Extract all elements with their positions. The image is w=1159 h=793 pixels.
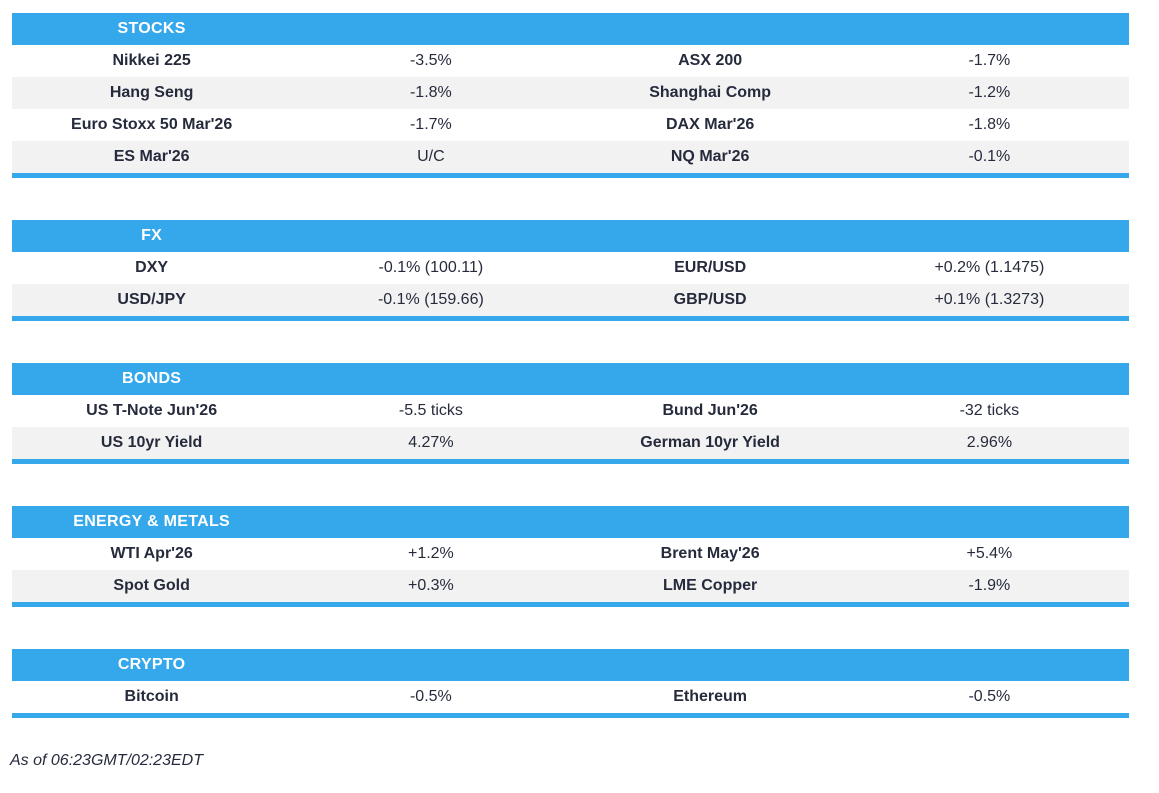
market-section: BONDS US T-Note Jun'26 -5.5 ticks Bund J…	[12, 363, 1129, 464]
table-row: Nikkei 225 -3.5% ASX 200 -1.7%	[12, 45, 1129, 77]
instrument-change: +1.2%	[407, 545, 454, 562]
instrument-name: LME Copper	[663, 577, 758, 594]
table-row: Bitcoin -0.5% Ethereum -0.5%	[12, 681, 1129, 713]
table-row: US 10yr Yield 4.27% German 10yr Yield 2.…	[12, 427, 1129, 459]
instrument-change: -0.1% (159.66)	[377, 291, 484, 308]
table-row: Hang Seng -1.8% Shanghai Comp -1.2%	[12, 77, 1129, 109]
instrument-name: Brent May'26	[660, 545, 760, 562]
section-title: BONDS	[121, 370, 182, 387]
instrument-change: -0.1%	[968, 148, 1011, 165]
instrument-change: -3.5%	[409, 52, 452, 69]
instrument-change: 2.96%	[966, 434, 1013, 451]
market-section: FX DXY -0.1% (100.11) EUR/USD +0.2% (1.1…	[12, 220, 1129, 321]
section-header: CRYPTO	[12, 649, 1129, 681]
instrument-change: -0.5%	[409, 688, 452, 705]
instrument-name: NQ Mar'26	[670, 148, 750, 165]
instrument-name: Euro Stoxx 50 Mar'26	[71, 116, 233, 133]
section-title: ENERGY & METALS	[73, 513, 231, 530]
market-section: STOCKS Nikkei 225 -3.5% ASX 200 -1.7% Ha…	[12, 13, 1129, 178]
table-row: Euro Stoxx 50 Mar'26 -1.7% DAX Mar'26 -1…	[12, 109, 1129, 141]
section-rows: WTI Apr'26 +1.2% Brent May'26 +5.4% Spot…	[12, 538, 1129, 602]
as-of-timestamp: As of 06:23GMT/02:23EDT	[10, 752, 203, 769]
section-rows: Bitcoin -0.5% Ethereum -0.5%	[12, 681, 1129, 713]
instrument-change: -32 ticks	[959, 402, 1020, 419]
instrument-name: WTI Apr'26	[110, 545, 193, 562]
instrument-change: +0.2% (1.1475)	[934, 259, 1045, 276]
section-rows: Nikkei 225 -3.5% ASX 200 -1.7% Hang Seng…	[12, 45, 1129, 173]
instrument-change: -0.1% (100.11)	[378, 259, 484, 276]
instrument-change: -1.7%	[968, 52, 1011, 69]
table-row: US T-Note Jun'26 -5.5 ticks Bund Jun'26 …	[12, 395, 1129, 427]
instrument-name: DAX Mar'26	[665, 116, 755, 133]
instrument-change: 4.27%	[408, 434, 454, 451]
section-rows: US T-Note Jun'26 -5.5 ticks Bund Jun'26 …	[12, 395, 1129, 459]
table-row: USD/JPY -0.1% (159.66) GBP/USD +0.1% (1.…	[12, 284, 1129, 316]
section-bottom-rule	[12, 316, 1129, 321]
section-header: STOCKS	[12, 13, 1129, 45]
instrument-name: US T-Note Jun'26	[86, 402, 218, 419]
market-section: ENERGY & METALS WTI Apr'26 +1.2% Brent M…	[12, 506, 1129, 607]
table-row: DXY -0.1% (100.11) EUR/USD +0.2% (1.1475…	[12, 252, 1129, 284]
market-section: CRYPTO Bitcoin -0.5% Ethereum -0.5%	[12, 649, 1129, 718]
instrument-change: -1.7%	[409, 116, 452, 133]
section-bottom-rule	[12, 713, 1129, 718]
section-header: BONDS	[12, 363, 1129, 395]
instrument-name: Spot Gold	[113, 577, 190, 594]
instrument-name: Bund Jun'26	[662, 402, 758, 419]
section-title: CRYPTO	[117, 656, 186, 673]
instrument-name: Bitcoin	[124, 688, 179, 705]
section-bottom-rule	[12, 602, 1129, 607]
instrument-name: Hang Seng	[109, 84, 194, 101]
instrument-name: German 10yr Yield	[640, 434, 780, 451]
instrument-name: EUR/USD	[674, 259, 747, 276]
section-rows: DXY -0.1% (100.11) EUR/USD +0.2% (1.1475…	[12, 252, 1129, 316]
section-header: ENERGY & METALS	[12, 506, 1129, 538]
instrument-change: -0.5%	[968, 688, 1011, 705]
instrument-name: Shanghai Comp	[649, 84, 772, 101]
instrument-name: DXY	[135, 259, 169, 276]
instrument-change: -1.8%	[409, 84, 452, 101]
instrument-change: +0.3%	[407, 577, 454, 594]
section-bottom-rule	[12, 459, 1129, 464]
markets-table: STOCKS Nikkei 225 -3.5% ASX 200 -1.7% Ha…	[12, 13, 1129, 718]
table-row: ES Mar'26 U/C NQ Mar'26 -0.1%	[12, 141, 1129, 173]
instrument-name: Nikkei 225	[112, 52, 191, 69]
section-bottom-rule	[12, 173, 1129, 178]
table-row: WTI Apr'26 +1.2% Brent May'26 +5.4%	[12, 538, 1129, 570]
instrument-name: ASX 200	[678, 52, 743, 69]
section-header: FX	[12, 220, 1129, 252]
instrument-change: +5.4%	[966, 545, 1013, 562]
instrument-name: ES Mar'26	[113, 148, 190, 165]
section-title: STOCKS	[117, 20, 186, 37]
instrument-change: -5.5 ticks	[398, 402, 463, 419]
instrument-change: -1.9%	[968, 577, 1011, 594]
instrument-change: -1.2%	[968, 84, 1011, 101]
instrument-change: U/C	[417, 148, 445, 165]
instrument-name: USD/JPY	[117, 291, 186, 308]
section-title: FX	[141, 227, 163, 244]
instrument-name: Ethereum	[673, 688, 748, 705]
instrument-change: -1.8%	[968, 116, 1011, 133]
instrument-name: US 10yr Yield	[100, 434, 203, 451]
instrument-name: GBP/USD	[673, 291, 747, 308]
instrument-change: +0.1% (1.3273)	[934, 291, 1045, 308]
table-row: Spot Gold +0.3% LME Copper -1.9%	[12, 570, 1129, 602]
